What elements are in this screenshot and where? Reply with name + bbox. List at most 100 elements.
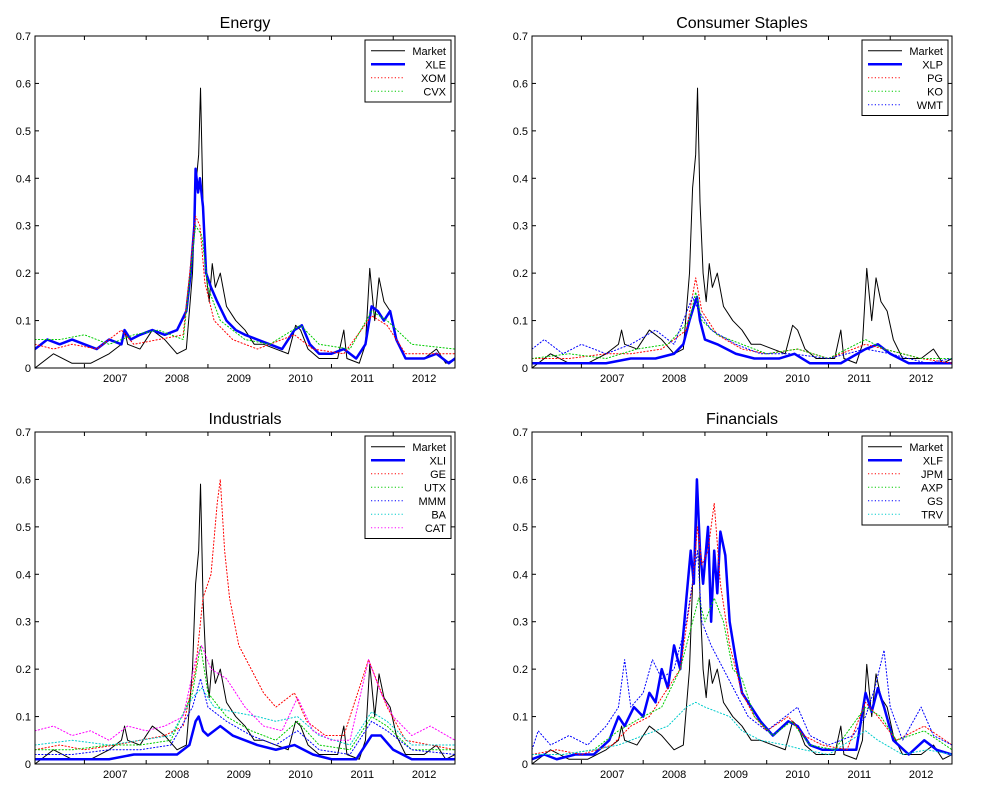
industrials-xtick-label: 2007 — [103, 769, 127, 781]
energy-xtick-label: 2012 — [412, 373, 436, 385]
consumer-staples-xtick-label: 2012 — [909, 373, 933, 385]
consumer-staples-ytick-label: 0.4 — [513, 173, 528, 185]
consumer-staples-legend-label-market: Market — [909, 46, 943, 58]
consumer-staples-xtick-label: 2010 — [785, 373, 809, 385]
industrials-series-market — [35, 483, 455, 764]
consumer-staples-ytick-label: 0.2 — [513, 268, 528, 280]
consumer-staples-series-market — [532, 87, 952, 368]
panel-consumer-staples: Consumer Staples 0 0.1 0.2 0.3 0.4 0.5 0.6 0.7 20… — [497, 0, 994, 396]
consumer-staples-ytick-label: 0.1 — [513, 316, 528, 328]
industrials-legend-label-mmm: MMM — [419, 496, 447, 508]
energy-xtick-label: 2008 — [165, 373, 189, 385]
energy-series-xom — [35, 215, 455, 355]
financials-ytick-label: 0.5 — [513, 522, 528, 534]
financials-ytick-label: 0.7 — [513, 427, 528, 439]
energy-ytick-label: 0.4 — [16, 173, 31, 185]
industrials-legend-box — [364, 435, 452, 539]
financials-legend-label-axp: AXP — [921, 482, 943, 494]
consumer-staples-legend-label-wmt: WMT — [917, 100, 944, 112]
industrials-legend-label-xli: XLI — [429, 455, 446, 467]
consumer-staples-legend-label-xlp: XLP — [922, 59, 943, 71]
industrials-legend-label-ba: BA — [431, 509, 446, 521]
energy-series-xle — [35, 167, 455, 365]
energy-title: Energy — [220, 15, 271, 32]
industrials-legend-label-cat: CAT — [425, 523, 446, 535]
consumer-staples-legend-box — [861, 39, 949, 116]
financials-xtick-label: 2007 — [600, 769, 624, 781]
industrials-axes-box — [34, 431, 456, 765]
industrials-ytick-label: 0 — [25, 759, 31, 771]
industrials-series-group — [35, 478, 455, 764]
consumer-staples-chart: Consumer Staples 0 0.1 0.2 0.3 0.4 0.5 0.6 0.7 20… — [513, 15, 953, 385]
financials-axes-box — [531, 431, 953, 765]
industrials-series-ge — [35, 478, 455, 751]
consumer-staples-series-group — [532, 87, 952, 368]
consumer-staples-series-wmt — [532, 296, 952, 364]
consumer-staples-xtick-label: 2007 — [600, 373, 624, 385]
consumer-staples-xtick-label: 2008 — [662, 373, 686, 385]
panel-financials: Financials 0 0.1 0.2 0.3 0.4 0.5 0.6 0.7 2007 2008… — [497, 396, 994, 793]
energy-ytick-label: 0.6 — [16, 78, 31, 90]
financials-legend-label-trv: TRV — [921, 509, 943, 521]
industrials-ytick-label: 0.3 — [16, 617, 31, 629]
financials-xtick-label: 2012 — [909, 769, 933, 781]
industrials-xtick-label: 2012 — [412, 769, 436, 781]
industrials-series-cat — [35, 644, 455, 741]
financials-chart: Financials 0 0.1 0.2 0.3 0.4 0.5 0.6 0.7 2007 2008… — [513, 411, 953, 781]
consumer-staples-legend-label-ko: KO — [927, 86, 943, 98]
consumer-staples-ytick-label: 0.7 — [513, 31, 528, 43]
panel-energy: Energy 0 0.1 0.2 0.3 0.4 0.5 0.6 0.7 2007 2008 2009… — [0, 0, 497, 396]
financials-legend-label-xlf: XLF — [923, 455, 943, 467]
energy-ytick-label: 0.1 — [16, 316, 31, 328]
consumer-staples-ytick-label: 0 — [522, 363, 528, 375]
financials-ytick-label: 0.3 — [513, 617, 528, 629]
financials-ytick-label: 0.6 — [513, 474, 528, 486]
consumer-staples-xtick-label: 2011 — [848, 373, 872, 385]
financials-ytick-label: 0.4 — [513, 569, 528, 581]
consumer-staples-title: Consumer Staples — [676, 15, 808, 32]
industrials-xtick-label: 2009 — [227, 769, 251, 781]
industrials-legend-label-utx: UTX — [424, 482, 447, 494]
industrials-ytick-label: 0.7 — [16, 427, 31, 439]
industrials-xtick-label: 2008 — [165, 769, 189, 781]
industrials-ytick-label: 0.4 — [16, 569, 31, 581]
financials-legend-box — [861, 435, 949, 526]
financials-xtick-label: 2011 — [848, 769, 872, 781]
energy-xtick-label: 2009 — [227, 373, 251, 385]
consumer-staples-ytick-label: 0.5 — [513, 126, 528, 138]
financials-ytick-label: 0.2 — [513, 664, 528, 676]
consumer-staples-ytick-label: 0.6 — [513, 78, 528, 90]
industrials-series-mmm — [35, 678, 455, 756]
energy-ytick-label: 0.2 — [16, 268, 31, 280]
industrials-chart: Industrials 0 0.1 0.2 0.3 0.4 0.5 0.6 0.7 2007 200… — [16, 411, 456, 781]
consumer-staples-xtick-label: 2009 — [724, 373, 748, 385]
financials-series-group — [532, 478, 952, 764]
industrials-series-ba — [35, 687, 455, 746]
financials-legend-label-jpm: JPM — [921, 469, 943, 481]
industrials-legend-label-market: Market — [412, 442, 446, 454]
energy-legend-label-market: Market — [412, 46, 446, 58]
industrials-legend-label-ge: GE — [430, 469, 446, 481]
energy-legend-label-xom: XOM — [421, 73, 446, 85]
energy-ytick-label: 0.7 — [16, 31, 31, 43]
energy-series-group — [35, 87, 455, 368]
energy-xtick-label: 2011 — [351, 373, 375, 385]
financials-ytick-label: 0 — [522, 759, 528, 771]
industrials-title: Industrials — [209, 411, 282, 428]
consumer-staples-series-ko — [532, 291, 952, 360]
industrials-ytick-label: 0.2 — [16, 664, 31, 676]
industrials-xtick-label: 2011 — [351, 769, 375, 781]
industrials-xtick-label: 2010 — [288, 769, 312, 781]
consumer-staples-ytick-label: 0.3 — [513, 221, 528, 233]
energy-ytick-label: 0.3 — [16, 221, 31, 233]
energy-axes-box — [34, 35, 456, 369]
industrials-ytick-label: 0.1 — [16, 712, 31, 724]
financials-title: Financials — [706, 411, 778, 428]
energy-series-cvx — [35, 225, 455, 350]
energy-xtick-label: 2007 — [103, 373, 127, 385]
panel-industrials: Industrials 0 0.1 0.2 0.3 0.4 0.5 0.6 0.7 2007 200… — [0, 396, 497, 793]
